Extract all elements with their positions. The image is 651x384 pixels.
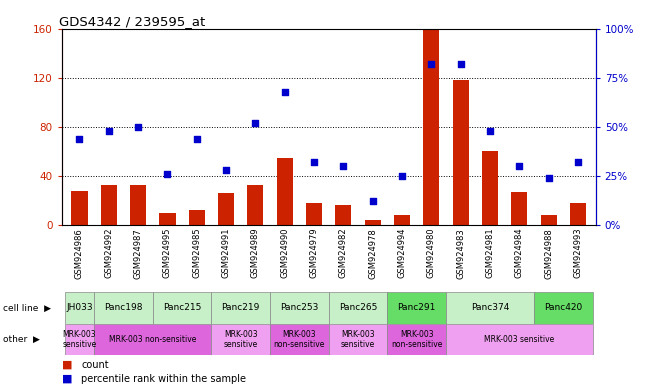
Bar xyxy=(212,324,270,355)
Bar xyxy=(101,185,117,225)
Bar xyxy=(94,324,212,355)
Bar xyxy=(247,185,264,225)
Text: count: count xyxy=(81,360,109,370)
Text: cell line  ▶: cell line ▶ xyxy=(3,303,51,313)
Text: MRK-003 sensitive: MRK-003 sensitive xyxy=(484,335,555,344)
Bar xyxy=(159,213,176,225)
Point xyxy=(162,171,173,177)
Bar xyxy=(482,151,498,225)
Bar xyxy=(329,324,387,355)
Point xyxy=(74,136,85,142)
Point xyxy=(133,124,143,130)
Bar xyxy=(446,324,592,355)
Bar xyxy=(277,157,293,225)
Bar xyxy=(335,205,352,225)
Bar xyxy=(452,80,469,225)
Text: Panc374: Panc374 xyxy=(471,303,509,313)
Text: other  ▶: other ▶ xyxy=(3,335,40,344)
Bar xyxy=(153,292,212,324)
Bar xyxy=(387,292,446,324)
Text: MRK-003 non-sensitive: MRK-003 non-sensitive xyxy=(109,335,197,344)
Text: MRK-003
sensitive: MRK-003 sensitive xyxy=(62,330,96,349)
Point xyxy=(279,89,290,95)
Text: JH033: JH033 xyxy=(66,303,92,313)
Bar xyxy=(570,203,586,225)
Bar xyxy=(65,324,94,355)
Point xyxy=(397,173,408,179)
Point xyxy=(104,128,114,134)
Bar xyxy=(511,192,527,225)
Point xyxy=(368,199,378,205)
Bar xyxy=(534,292,592,324)
Bar xyxy=(329,292,387,324)
Bar xyxy=(218,193,234,225)
Bar xyxy=(130,185,146,225)
Text: Panc253: Panc253 xyxy=(280,303,318,313)
Text: Panc420: Panc420 xyxy=(544,303,583,313)
Bar xyxy=(365,220,381,225)
Bar xyxy=(65,292,94,324)
Bar xyxy=(446,292,534,324)
Bar xyxy=(394,215,410,225)
Text: ■: ■ xyxy=(62,374,72,384)
Text: ■: ■ xyxy=(62,360,72,370)
Text: Panc215: Panc215 xyxy=(163,303,201,313)
Point xyxy=(250,120,260,126)
Point xyxy=(339,163,349,169)
Point xyxy=(514,163,525,169)
Bar xyxy=(387,324,446,355)
Text: GDS4342 / 239595_at: GDS4342 / 239595_at xyxy=(59,15,206,28)
Bar xyxy=(94,292,153,324)
Text: Panc265: Panc265 xyxy=(339,303,378,313)
Text: MRK-003
sensitive: MRK-003 sensitive xyxy=(224,330,258,349)
Text: Panc198: Panc198 xyxy=(104,303,143,313)
Point xyxy=(456,61,466,67)
Text: MRK-003
non-sensitive: MRK-003 non-sensitive xyxy=(391,330,443,349)
Text: percentile rank within the sample: percentile rank within the sample xyxy=(81,374,246,384)
Bar xyxy=(306,203,322,225)
Bar xyxy=(189,210,205,225)
Bar xyxy=(270,324,329,355)
Bar xyxy=(541,215,557,225)
Point xyxy=(191,136,202,142)
Bar xyxy=(72,191,87,225)
Bar xyxy=(212,292,270,324)
Point xyxy=(426,61,437,67)
Point xyxy=(573,159,583,165)
Bar xyxy=(270,292,329,324)
Point xyxy=(221,167,231,173)
Point xyxy=(544,175,554,181)
Text: MRK-003
sensitive: MRK-003 sensitive xyxy=(341,330,375,349)
Text: Panc219: Panc219 xyxy=(221,303,260,313)
Bar xyxy=(423,29,439,225)
Text: Panc291: Panc291 xyxy=(398,303,436,313)
Point xyxy=(309,159,319,165)
Point xyxy=(485,128,495,134)
Text: MRK-003
non-sensitive: MRK-003 non-sensitive xyxy=(273,330,325,349)
